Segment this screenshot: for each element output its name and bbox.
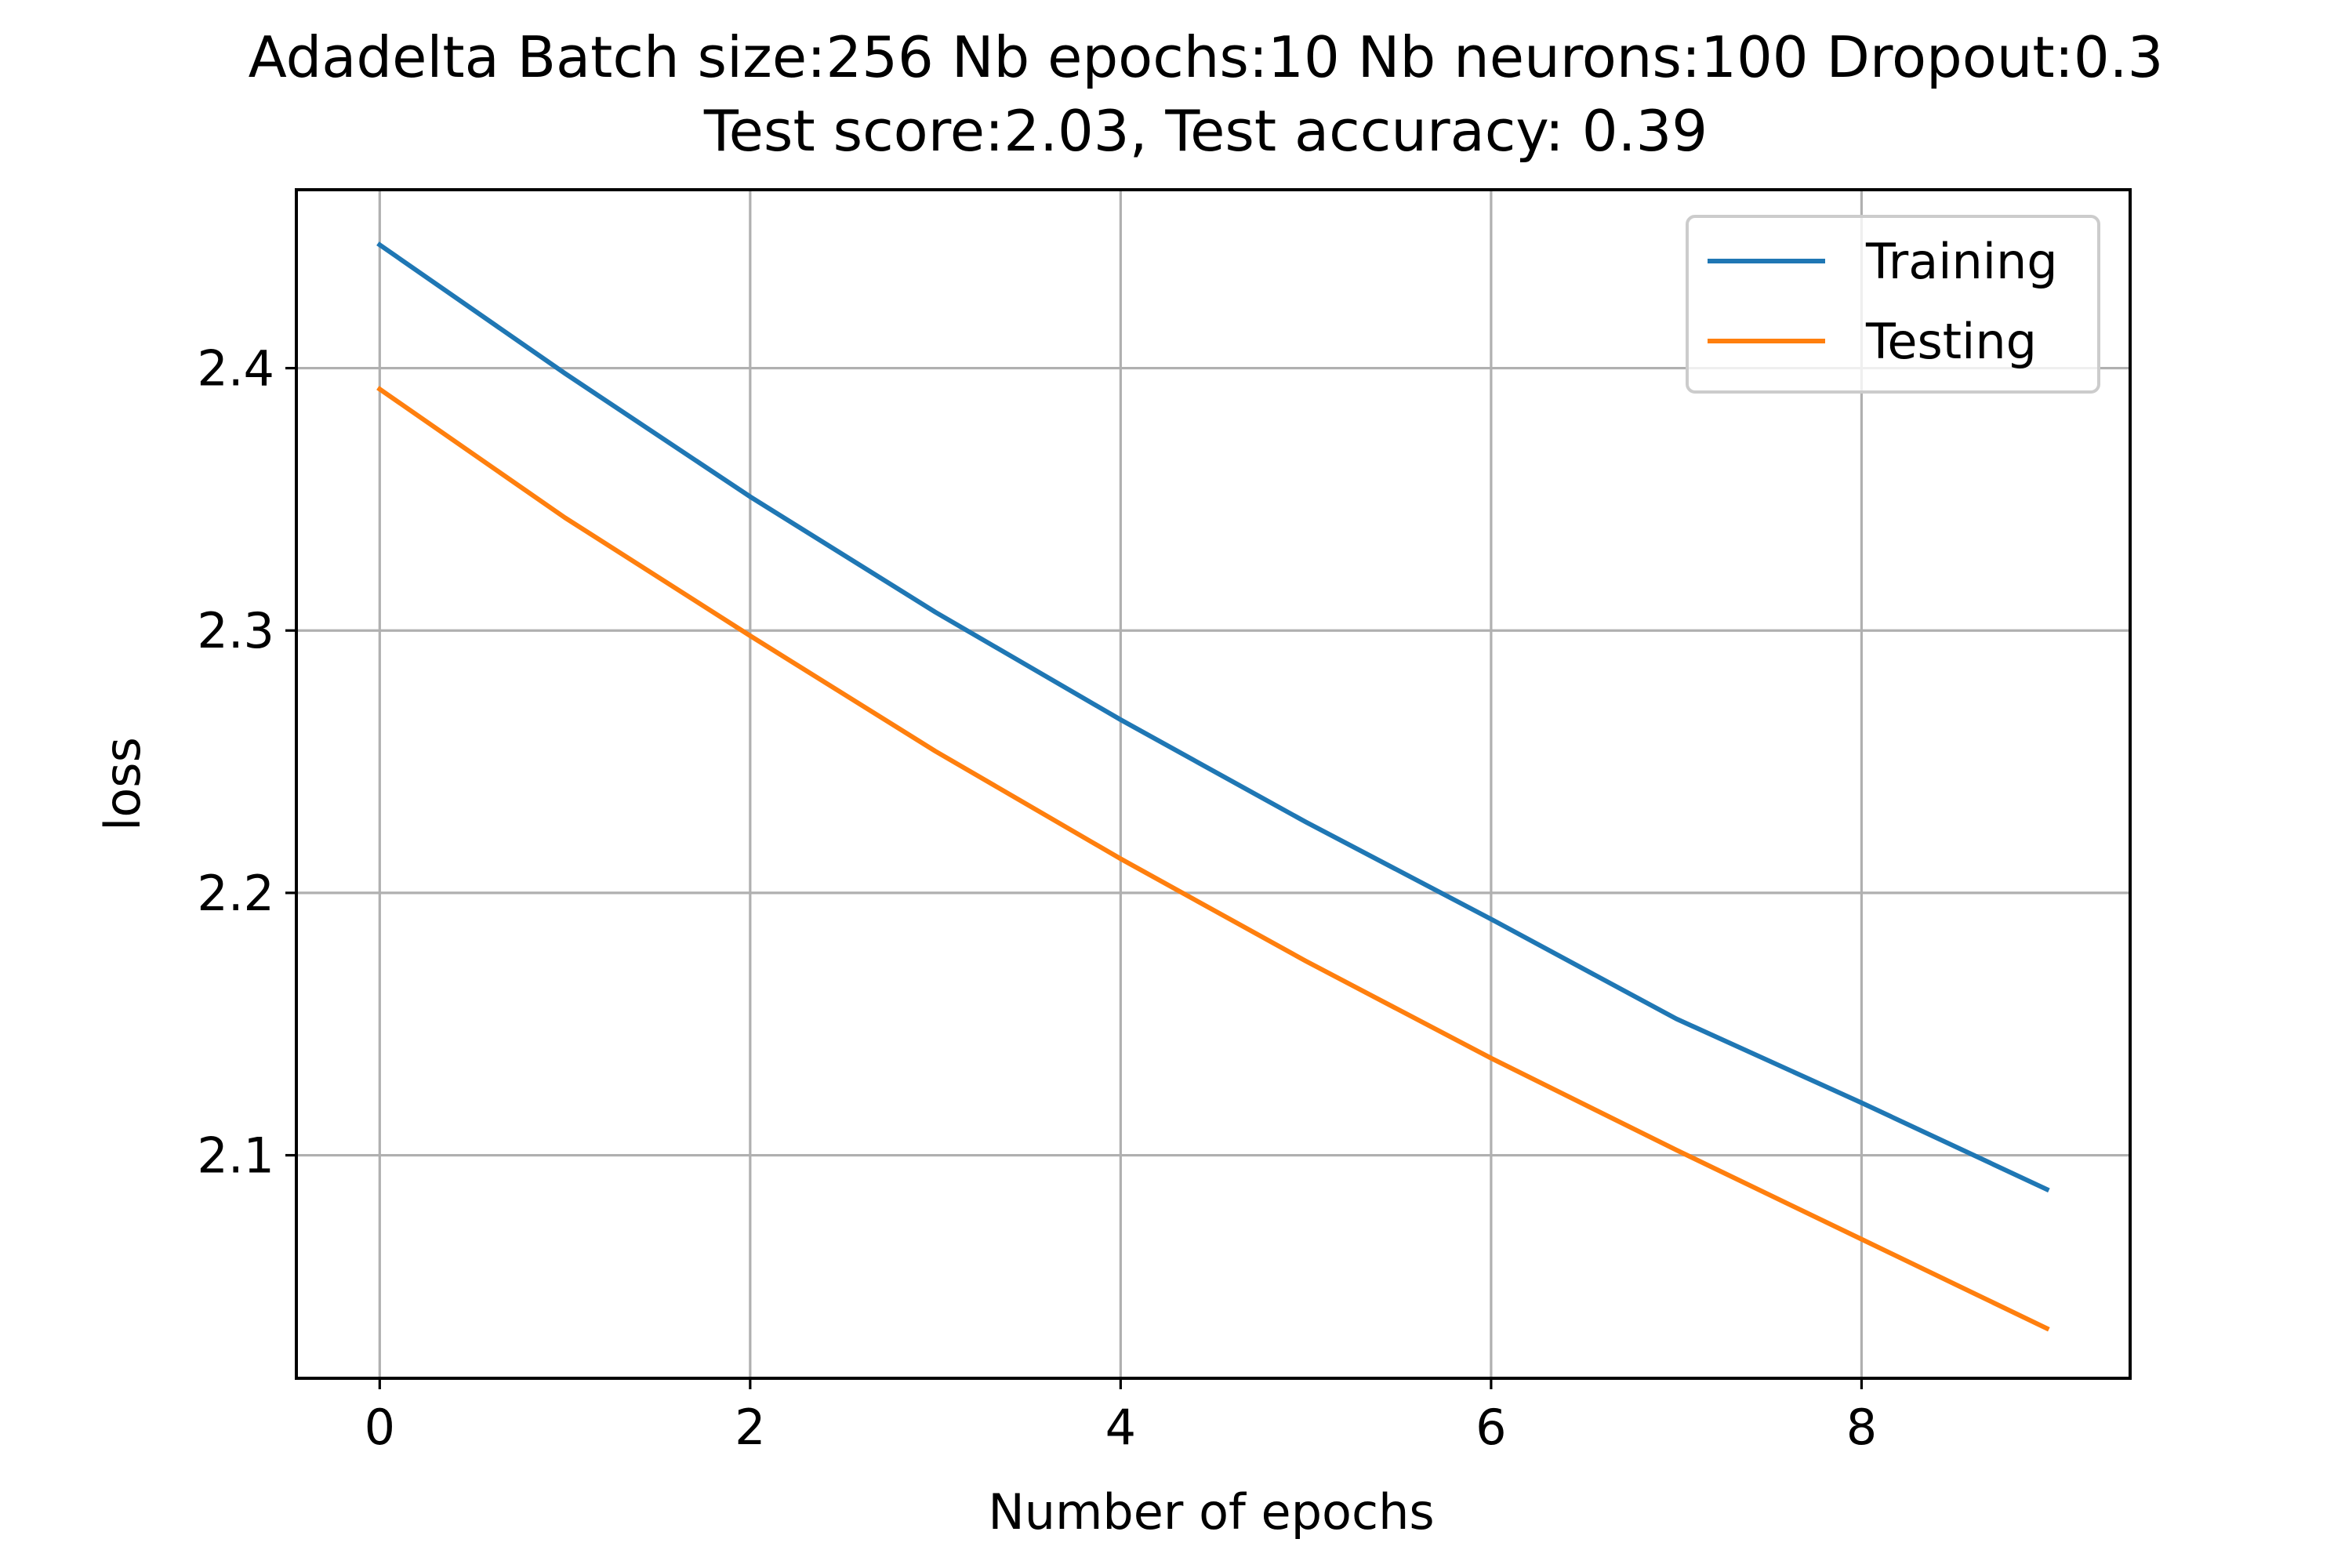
legend: Training Testing [1686,215,2100,394]
series-lines [376,241,2050,1332]
x-axis-label: Number of epochs [988,1483,1434,1541]
legend-label-training: Training [1865,233,2058,290]
axis-ticks: 0 2 4 6 8 2.1 2.2 2.3 2.4 [197,340,1877,1456]
y-tick-label: 2.2 [197,865,274,922]
y-axis-label: loss [94,737,151,831]
x-tick-label: 0 [365,1399,395,1456]
x-tick-label: 6 [1475,1399,1506,1456]
series-line-testing [376,386,2050,1332]
y-tick-label: 2.3 [197,602,274,659]
y-tick-label: 2.1 [197,1127,274,1185]
legend-label-testing: Testing [1865,313,2037,370]
x-tick-label: 2 [735,1399,765,1456]
chart-subtitle: Test score:2.03, Test accuracy: 0.39 [703,98,1708,164]
y-tick-label: 2.4 [197,340,274,397]
plot-area-frame [295,188,2132,1380]
x-tick-label: 4 [1105,1399,1136,1456]
x-tick-label: 8 [1846,1399,1877,1456]
chart-title: Adadelta Batch size:256 Nb epochs:10 Nb … [249,24,2164,90]
series-line-training [376,241,2050,1193]
